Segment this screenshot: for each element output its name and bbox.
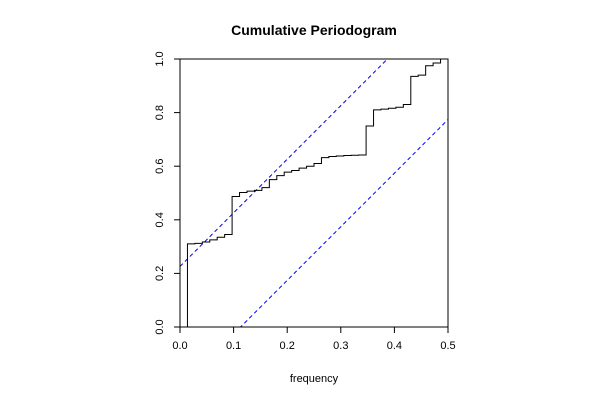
lower-bound-line bbox=[239, 119, 448, 327]
x-tick-label: 0.3 bbox=[333, 340, 348, 352]
x-tick-label: 0.0 bbox=[172, 340, 187, 352]
x-axis-label: frequency bbox=[290, 373, 339, 385]
y-axis: 0.0 0.2 0.4 0.6 0.8 1.0 bbox=[154, 51, 180, 335]
y-tick-label: 0.6 bbox=[154, 159, 166, 174]
x-tick-label: 0.1 bbox=[226, 340, 241, 352]
y-tick-label: 0.4 bbox=[154, 212, 166, 227]
y-tick-label: 0.2 bbox=[154, 266, 166, 281]
x-tick-label: 0.5 bbox=[440, 340, 455, 352]
y-tick-label: 0.8 bbox=[154, 105, 166, 120]
x-tick-label: 0.4 bbox=[387, 340, 402, 352]
x-tick-label: 0.2 bbox=[280, 340, 295, 352]
confidence-bounds bbox=[180, 59, 448, 327]
y-tick-label: 1.0 bbox=[154, 51, 166, 66]
upper-bound-line bbox=[180, 59, 389, 267]
chart-title: Cumulative Periodogram bbox=[231, 22, 397, 38]
y-tick-label: 0.0 bbox=[154, 319, 166, 334]
periodogram-step-line bbox=[186, 59, 442, 327]
x-axis: 0.0 0.1 0.2 0.3 0.4 0.5 bbox=[172, 327, 456, 352]
periodogram-series bbox=[186, 59, 442, 327]
plot-frame bbox=[179, 58, 449, 328]
